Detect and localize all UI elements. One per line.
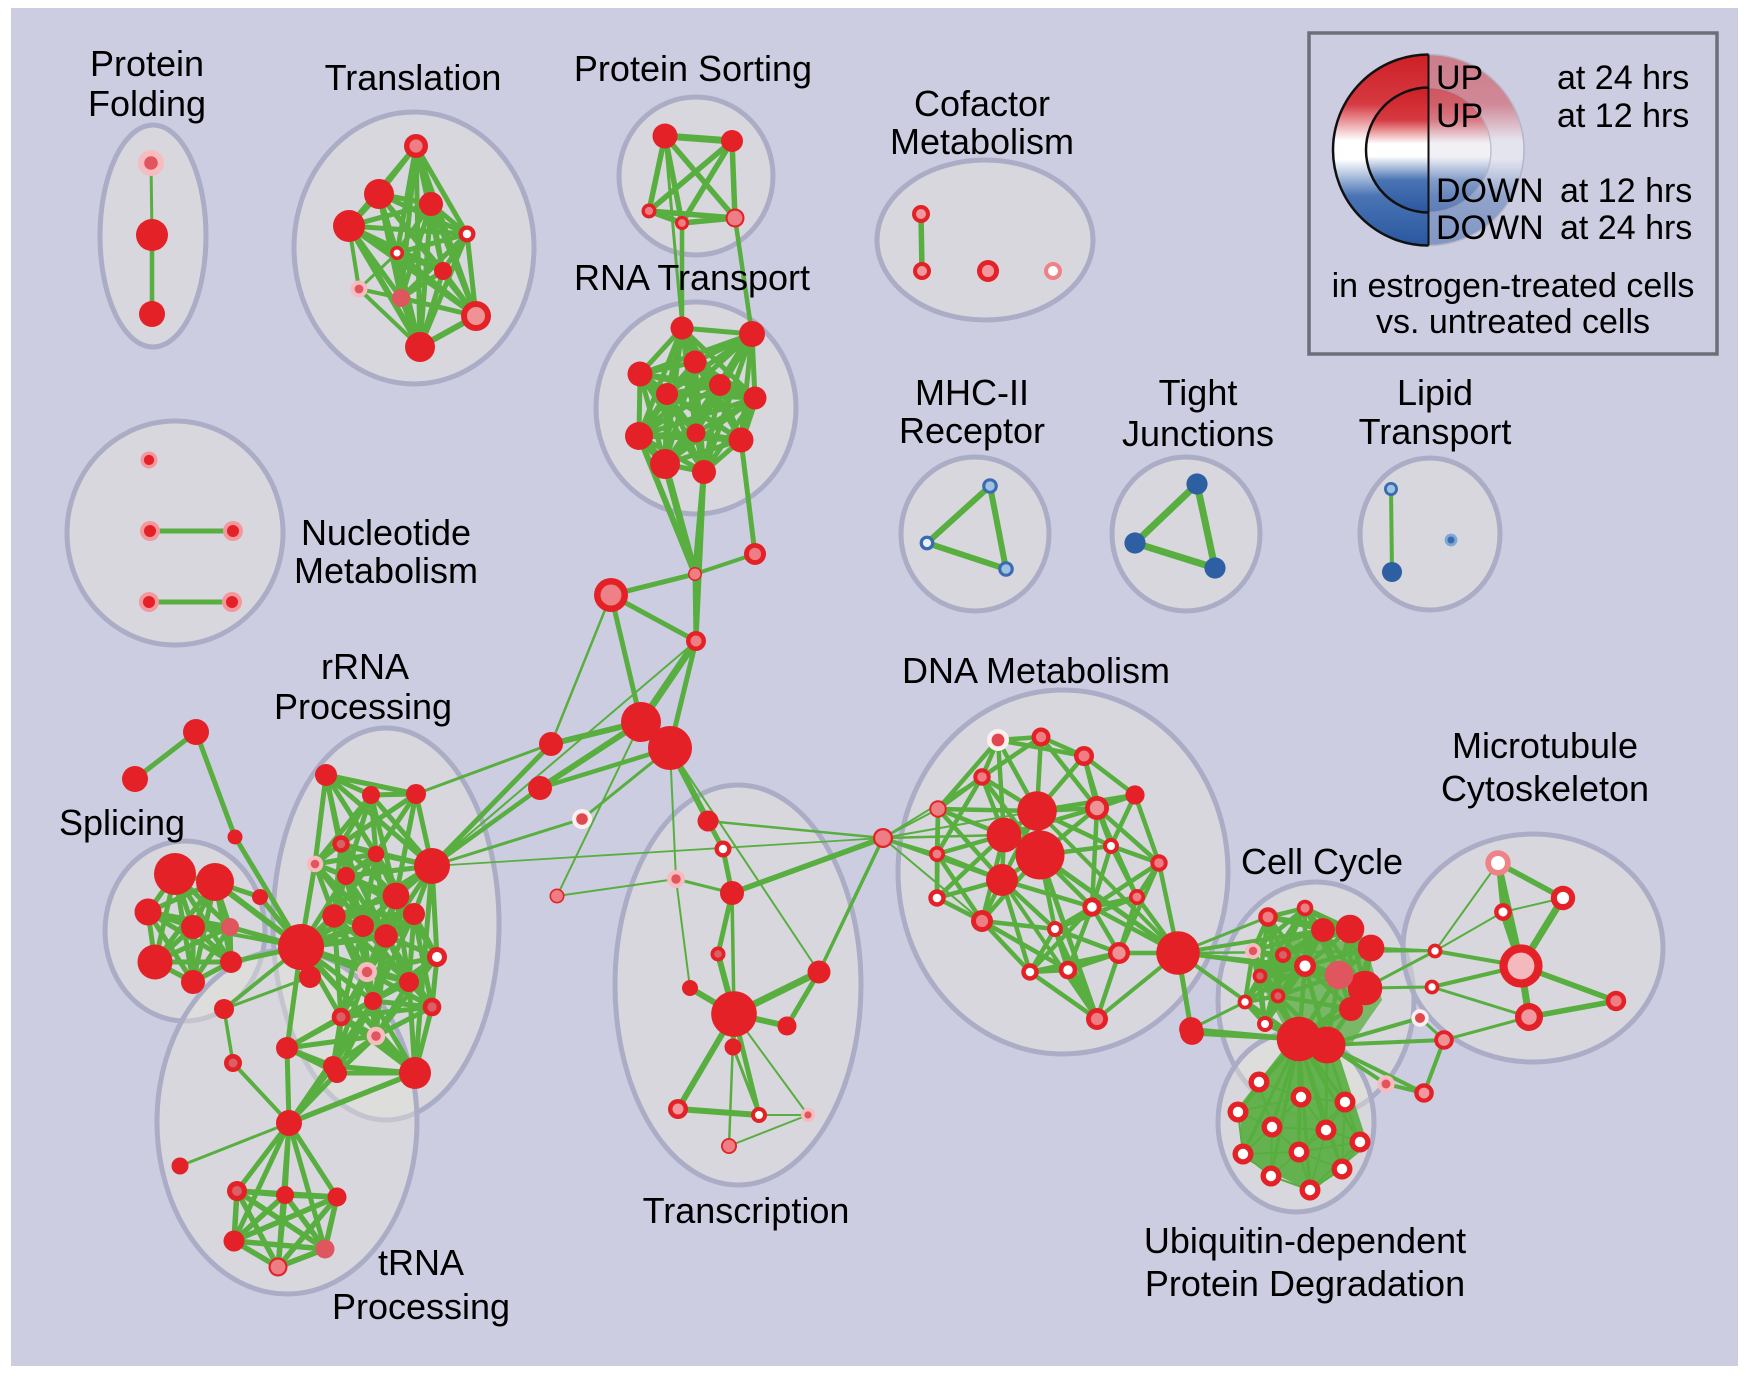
- svg-text:Microtubule: Microtubule: [1452, 725, 1638, 766]
- svg-text:at 12 hrs: at 12 hrs: [1560, 172, 1692, 210]
- svg-text:Metabolism: Metabolism: [294, 550, 478, 591]
- svg-text:at 12 hrs: at 12 hrs: [1557, 97, 1689, 135]
- svg-text:Transport: Transport: [1359, 411, 1512, 452]
- svg-text:Processing: Processing: [274, 686, 452, 727]
- svg-text:tRNA: tRNA: [378, 1242, 464, 1283]
- svg-text:Cofactor: Cofactor: [914, 83, 1050, 124]
- svg-text:Cell Cycle: Cell Cycle: [1241, 841, 1403, 882]
- svg-text:Protein Sorting: Protein Sorting: [574, 48, 812, 89]
- svg-text:rRNA: rRNA: [321, 646, 409, 687]
- svg-text:at 24 hrs: at 24 hrs: [1560, 209, 1692, 247]
- svg-text:Metabolism: Metabolism: [890, 121, 1074, 162]
- svg-text:Nucleotide: Nucleotide: [301, 512, 471, 553]
- svg-text:at 24 hrs: at 24 hrs: [1557, 59, 1689, 97]
- svg-text:in estrogen-treated cells: in estrogen-treated cells: [1332, 267, 1695, 305]
- svg-text:Cytoskeleton: Cytoskeleton: [1441, 768, 1649, 809]
- svg-text:Lipid: Lipid: [1397, 372, 1473, 413]
- svg-text:RNA Transport: RNA Transport: [574, 257, 810, 298]
- svg-text:Translation: Translation: [325, 57, 502, 98]
- svg-text:Receptor: Receptor: [899, 410, 1045, 451]
- svg-text:Protein Degradation: Protein Degradation: [1145, 1263, 1465, 1304]
- svg-text:UP: UP: [1436, 59, 1483, 97]
- svg-text:DNA Metabolism: DNA Metabolism: [902, 650, 1170, 691]
- svg-text:MHC-II: MHC-II: [915, 372, 1029, 413]
- svg-text:Tight: Tight: [1159, 372, 1238, 413]
- svg-text:Folding: Folding: [88, 83, 206, 124]
- svg-text:Junctions: Junctions: [1122, 413, 1274, 454]
- svg-text:Splicing: Splicing: [59, 802, 185, 843]
- svg-text:vs. untreated cells: vs. untreated cells: [1376, 303, 1650, 341]
- svg-text:Processing: Processing: [332, 1286, 510, 1327]
- svg-text:DOWN: DOWN: [1436, 172, 1544, 210]
- svg-text:UP: UP: [1436, 97, 1483, 135]
- svg-text:Protein: Protein: [90, 43, 204, 84]
- svg-text:DOWN: DOWN: [1436, 209, 1544, 247]
- svg-text:Transcription: Transcription: [643, 1190, 850, 1231]
- svg-text:Ubiquitin-dependent: Ubiquitin-dependent: [1144, 1220, 1466, 1261]
